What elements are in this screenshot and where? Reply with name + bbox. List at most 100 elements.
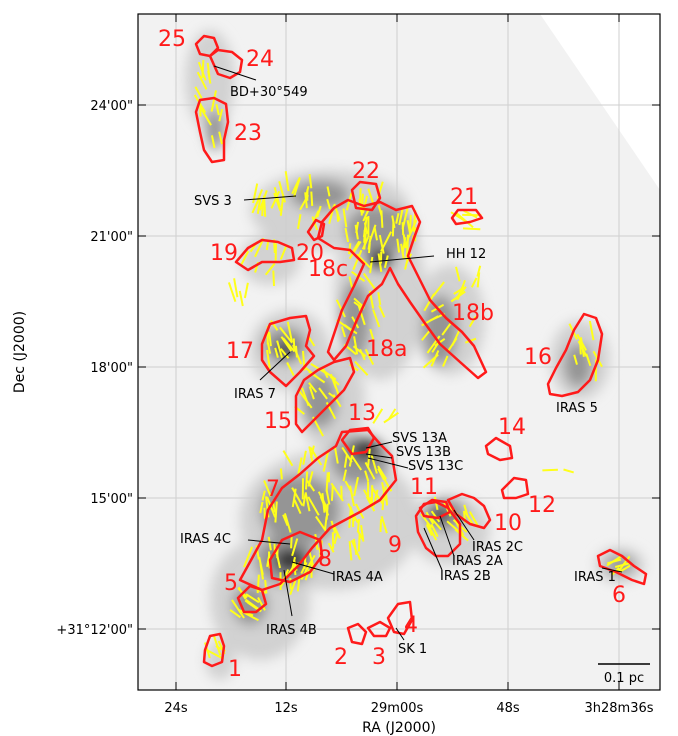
polarization-vector xyxy=(340,326,346,338)
polarization-vector xyxy=(430,523,439,538)
polarization-vector xyxy=(279,468,283,480)
polarization-vector xyxy=(398,208,404,226)
region-label-1: 1 xyxy=(228,657,242,682)
polarization-vector xyxy=(279,194,285,216)
polarization-vector xyxy=(274,501,278,523)
polarization-vector xyxy=(336,319,354,333)
polarization-vector xyxy=(308,382,318,393)
region-label-25: 25 xyxy=(158,27,186,52)
source-label-svs13a: SVS 13A xyxy=(392,431,447,446)
polarization-vector xyxy=(353,336,359,355)
region-16-contour xyxy=(546,312,604,398)
source-label-bd: BD+30°549 xyxy=(230,85,308,100)
polarization-vector xyxy=(322,451,330,472)
polarization-vector xyxy=(421,330,430,341)
polarization-vector xyxy=(307,496,320,516)
scale-bar-label: 0.1 pc xyxy=(604,671,644,686)
polarization-vector xyxy=(362,208,370,222)
source-label-iras4a: IRAS 4A xyxy=(332,570,383,585)
x-tick-label: 12s xyxy=(274,701,298,716)
polarization-vector xyxy=(298,390,313,409)
region-label-24: 24 xyxy=(246,47,274,72)
region-11-contour xyxy=(418,498,452,520)
polarization-vector xyxy=(365,496,376,512)
polarization-vector xyxy=(210,90,217,112)
polarization-vector xyxy=(333,533,339,545)
polarization-vector xyxy=(326,198,331,210)
polarization-vector xyxy=(291,487,304,506)
region-label-9: 9 xyxy=(388,533,402,558)
polarization-vector xyxy=(283,513,292,533)
region-1-contour xyxy=(202,632,226,668)
polarization-vector xyxy=(264,262,276,276)
region-label-6: 6 xyxy=(612,583,626,608)
polarization-vector xyxy=(380,231,392,252)
polarization-vector xyxy=(279,244,288,260)
polarization-vector xyxy=(464,511,474,525)
polarization-vector xyxy=(476,272,481,288)
region-7-contour xyxy=(238,428,398,592)
region-3-contour xyxy=(366,620,392,638)
polarization-vector xyxy=(291,488,297,508)
polarization-vector xyxy=(563,468,574,474)
polarization-vector xyxy=(256,198,262,214)
polarization-vector xyxy=(352,240,361,252)
region-label-13: 13 xyxy=(348,401,376,426)
region-label-3: 3 xyxy=(372,645,386,670)
polarization-vector xyxy=(355,221,360,234)
polarization-vector xyxy=(330,485,334,501)
polarization-vector xyxy=(318,387,328,400)
polarization-vector xyxy=(377,465,388,480)
region-14-contour xyxy=(484,436,514,462)
polarization-vector xyxy=(348,541,353,561)
region-19-contour xyxy=(234,238,296,272)
polarization-vector xyxy=(297,214,302,229)
polarization-vector xyxy=(304,492,311,512)
polarization-vector xyxy=(282,514,289,526)
polarization-vector xyxy=(326,186,331,197)
polarization-vector xyxy=(353,476,359,497)
polarization-vector xyxy=(352,345,367,358)
polarization-vector xyxy=(304,554,316,572)
region-21-contour xyxy=(450,208,484,226)
polarization-vector xyxy=(218,131,223,145)
polarization-vector xyxy=(286,321,294,343)
polarization-vector xyxy=(286,362,295,377)
region-label-12: 12 xyxy=(528,493,556,518)
polarization-vector xyxy=(425,524,433,537)
polarization-vector xyxy=(348,276,353,288)
region-label-17: 17 xyxy=(226,339,254,364)
polarization-vector xyxy=(423,293,435,312)
polarization-vector xyxy=(384,486,388,506)
polarization-vector xyxy=(442,355,449,367)
polarization-vector xyxy=(267,536,272,551)
polarization-vector xyxy=(468,511,480,527)
polarization-vector xyxy=(261,490,266,501)
polarization-vector xyxy=(243,282,249,299)
polarization-vector xyxy=(280,336,293,352)
polarization-vector xyxy=(442,501,452,517)
polarization-vector xyxy=(194,86,203,99)
source-label-hh12: HH 12 xyxy=(446,247,486,262)
source-label-iras7: IRAS 7 xyxy=(234,387,276,402)
polarization-vector xyxy=(274,347,279,358)
region-label-21: 21 xyxy=(450,185,478,210)
polarization-vector xyxy=(396,238,401,253)
polarization-vector xyxy=(370,454,378,474)
source-pointer-lines xyxy=(213,65,623,641)
polarization-vector xyxy=(378,234,385,254)
region-label-16: 16 xyxy=(524,345,552,370)
source-label-iras2a: IRAS 2A xyxy=(452,554,503,569)
polarization-vector xyxy=(325,472,329,492)
polarization-vector xyxy=(356,519,360,533)
region-label-11: 11 xyxy=(410,475,438,500)
polarization-vector xyxy=(432,281,445,297)
source-label-svs3: SVS 3 xyxy=(194,194,232,209)
region-18-contour xyxy=(316,198,488,380)
polarization-vector xyxy=(229,609,241,619)
polarization-vector xyxy=(348,240,362,260)
axis-ticks xyxy=(138,14,660,690)
region-22-contour xyxy=(350,180,382,212)
region-10-contour xyxy=(446,492,492,530)
polarization-vector xyxy=(368,224,377,243)
